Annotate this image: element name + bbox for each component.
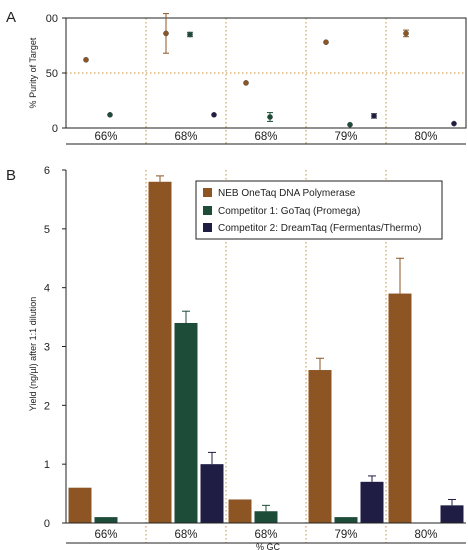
panel-b-x-axis-title: % GC xyxy=(256,542,281,550)
panel-a-points xyxy=(83,13,457,128)
panel-a-data-point xyxy=(187,31,193,38)
panel-b-y-tick-label: 2 xyxy=(44,400,50,412)
panel-a-data-point xyxy=(323,39,329,46)
panel-b-bar xyxy=(228,499,252,523)
panel-b-legend: NEB OneTaq DNA Polymerase Competitor 1: … xyxy=(195,180,443,240)
panel-b-bar xyxy=(174,322,198,523)
panel-b-bar xyxy=(68,487,92,523)
panel-a-data-point xyxy=(107,111,113,118)
legend-label-dreamtaq: Competitor 2: DreamTaq (Fermentas/Thermo… xyxy=(218,223,421,234)
panel-a-data-point xyxy=(83,56,89,63)
panel-b-bar xyxy=(440,505,464,523)
legend-swatch-gotaq xyxy=(203,206,212,215)
legend-swatch-dreamtaq xyxy=(203,223,212,232)
panel-b-bar xyxy=(94,517,118,523)
panel-b-y-axis-title: Yield (ng/µl) after 1:1 dilution xyxy=(28,297,38,411)
panel-a-y-tick-label: 50 xyxy=(46,68,58,80)
panel-b-y-ticks: 0 1 2 3 4 5 6 xyxy=(44,165,66,530)
panel-a-y-ticks: 00 50 0 xyxy=(46,13,66,135)
panel-b-y-tick-label: 5 xyxy=(44,224,50,236)
panel-b-bar xyxy=(254,511,278,523)
panel-b-x-tick-label: 66% xyxy=(94,529,117,541)
panel-b-y-tick-label: 6 xyxy=(44,165,50,177)
panel-a-y-tick-label: 00 xyxy=(46,13,58,25)
panel-a-data-point xyxy=(267,114,273,120)
legend-label-gotaq: Competitor 1: GoTaq (Promega) xyxy=(218,206,360,217)
panel-b-bar xyxy=(334,517,358,523)
panel-a-data-point xyxy=(243,80,249,86)
legend-swatch-onetaq xyxy=(203,188,212,197)
panel-a-data-point xyxy=(371,113,377,119)
panel-label-a: A xyxy=(6,9,16,26)
panel-a-data-point xyxy=(211,111,217,118)
panel-label-b: B xyxy=(6,167,16,184)
panel-a-data-point xyxy=(451,120,457,127)
panel-b-bar xyxy=(148,181,172,523)
panel-b-y-tick-label: 3 xyxy=(44,342,50,354)
panel-b-x-tick-label: 79% xyxy=(334,529,357,541)
panel-a-x-tick-label: 68% xyxy=(254,131,277,143)
panel-a-y-tick-label: 0 xyxy=(52,123,58,135)
panel-a-data-point xyxy=(347,121,353,128)
panel-a-y-axis-title: % Purity of Target xyxy=(28,37,38,108)
panel-a-x-tick-label: 68% xyxy=(174,131,197,143)
panel-b-bars xyxy=(68,175,464,523)
panel-a-x-tick-label: 66% xyxy=(94,131,117,143)
panel-b-bar xyxy=(200,464,224,523)
panel-b-chart: 0 1 2 3 4 5 6 66% 68% 68% 79% 80% Yield (ng/µl) af… xyxy=(28,165,466,550)
panel-a-data-point xyxy=(163,30,169,37)
panel-b-bar xyxy=(360,481,384,523)
panel-a-gridlines xyxy=(66,18,466,144)
panel-b-x-tick-label: 68% xyxy=(174,529,197,541)
panel-b-x-tick-label: 68% xyxy=(254,529,277,541)
panel-a-x-tick-label: 79% xyxy=(334,131,357,143)
panel-b-bar xyxy=(388,293,412,523)
panel-b-bar xyxy=(308,370,332,523)
panel-b-x-tick-labels: 66% 68% 68% 79% 80% xyxy=(94,529,437,541)
panel-b-y-tick-label: 4 xyxy=(44,283,50,295)
panel-b-y-tick-label: 1 xyxy=(44,459,50,471)
panel-b-x-tick-label: 80% xyxy=(414,529,437,541)
panel-a-data-point xyxy=(403,30,409,37)
legend-frame xyxy=(195,180,443,240)
panel-a-x-tick-label: 80% xyxy=(414,131,437,143)
panel-a-chart: 00 50 0 66% 68% 68% 79% 80% % Purity of Target xyxy=(28,13,467,145)
legend-label-onetaq: NEB OneTaq DNA Polymerase xyxy=(218,188,356,199)
panel-b-y-tick-label: 0 xyxy=(44,518,50,530)
panel-a-x-tick-labels: 66% 68% 68% 79% 80% xyxy=(94,131,437,143)
